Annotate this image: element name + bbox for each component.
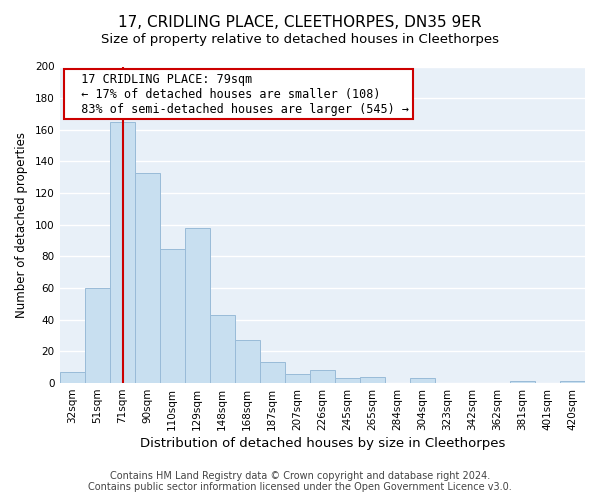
- Text: Contains HM Land Registry data © Crown copyright and database right 2024.
Contai: Contains HM Land Registry data © Crown c…: [88, 471, 512, 492]
- Bar: [310, 370, 335, 383]
- X-axis label: Distribution of detached houses by size in Cleethorpes: Distribution of detached houses by size …: [140, 437, 505, 450]
- Bar: [185, 228, 209, 383]
- Bar: [209, 315, 235, 383]
- Bar: [59, 372, 85, 383]
- Bar: [335, 378, 360, 383]
- Bar: [560, 382, 585, 383]
- Bar: [285, 374, 310, 383]
- Text: 17, CRIDLING PLACE, CLEETHORPES, DN35 9ER: 17, CRIDLING PLACE, CLEETHORPES, DN35 9E…: [118, 15, 482, 30]
- Bar: [110, 122, 134, 383]
- Y-axis label: Number of detached properties: Number of detached properties: [15, 132, 28, 318]
- Bar: [160, 248, 185, 383]
- Bar: [360, 376, 385, 383]
- Bar: [510, 382, 535, 383]
- Text: Size of property relative to detached houses in Cleethorpes: Size of property relative to detached ho…: [101, 34, 499, 46]
- Bar: [260, 362, 285, 383]
- Text: 17 CRIDLING PLACE: 79sqm
  ← 17% of detached houses are smaller (108)
  83% of s: 17 CRIDLING PLACE: 79sqm ← 17% of detach…: [67, 73, 409, 116]
- Bar: [410, 378, 435, 383]
- Bar: [85, 288, 110, 383]
- Bar: [235, 340, 260, 383]
- Bar: [134, 172, 160, 383]
